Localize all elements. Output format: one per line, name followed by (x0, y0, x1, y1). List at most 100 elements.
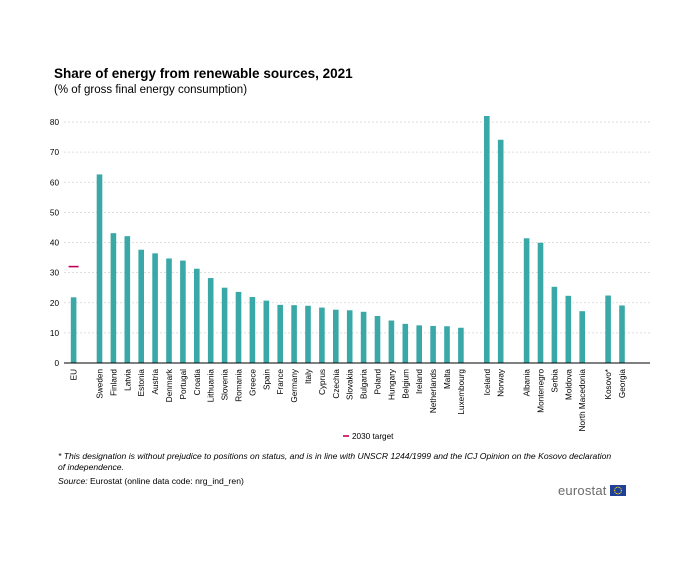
chart-subtitle: (% of gross final energy consumption) (54, 84, 248, 96)
eu-flag-icon (609, 485, 626, 496)
flag-star (614, 491, 616, 493)
chart-title: Share of energy from renewable sources, … (54, 66, 353, 81)
bar-spain (263, 300, 270, 363)
x-tick-label: Slovenia (221, 369, 230, 401)
y-tick-label: 30 (50, 269, 60, 278)
x-tick-label: Greece (248, 369, 257, 396)
bar-chart: 0 10 20 30 40 50 60 70 80 EU Sweden Finland Latvia Es… (50, 116, 650, 441)
x-tick-label: Malta (443, 369, 452, 389)
bar-moldova (565, 295, 572, 363)
bar-montenegro (537, 242, 544, 363)
flag-star (619, 488, 622, 490)
bar-malta (444, 326, 450, 363)
x-tick-label: Austria (151, 369, 160, 395)
x-tick-label: Cyprus (318, 369, 327, 395)
x-tick-label: Denmark (165, 368, 174, 402)
bar-eu (70, 297, 77, 363)
y-tick-label: 50 (50, 208, 60, 217)
y-tick-label: 70 (50, 148, 60, 157)
bar-netherlands (430, 325, 436, 363)
bar-norway (497, 139, 504, 363)
bar-denmark (166, 258, 172, 363)
bar-france (277, 304, 283, 363)
x-tick-label: North Macedonia (578, 369, 587, 432)
bar-germany (291, 305, 297, 363)
x-tick-label: France (276, 369, 285, 395)
flag-star (616, 486, 619, 488)
bar-lithuania (207, 278, 214, 363)
x-tick-label: Romania (235, 369, 244, 402)
x-tick-label: Portugal (179, 369, 188, 400)
flag-star (616, 493, 619, 495)
bar-poland (374, 316, 381, 363)
bar-albania (523, 238, 530, 363)
x-tick-label: Sweden (96, 369, 105, 399)
x-tick-label: Czechia (332, 369, 341, 399)
x-tick-label: Spain (262, 369, 271, 390)
bar-greece (249, 297, 256, 363)
y-tick-label: 0 (54, 359, 59, 368)
y-tick-label: 60 (50, 178, 60, 187)
x-tick-label: Finland (109, 369, 118, 396)
bar-sweden (96, 174, 103, 363)
bar-czechia (333, 309, 339, 363)
bar-slovakia (346, 310, 353, 363)
source-text: Eurostat (online data code: nrg_ind_ren) (87, 476, 244, 486)
y-tick-label: 80 (50, 118, 60, 127)
flag-star (619, 491, 622, 493)
bar-latvia (124, 236, 131, 363)
bar-bulgaria (360, 311, 367, 363)
flag-star (614, 488, 616, 490)
bar-north-macedonia (579, 311, 585, 363)
bar-kosovo (605, 295, 611, 363)
x-tick-label: Montenegro (537, 369, 546, 413)
x-tick-label: Hungary (387, 368, 396, 400)
bar-italy (305, 305, 311, 363)
footnote: * This designation is without prejudice … (58, 451, 612, 472)
y-tick-label: 40 (50, 239, 60, 248)
bar-cyprus (319, 307, 325, 363)
flag-star (615, 492, 617, 495)
x-tick-label: Kosovo* (604, 368, 613, 399)
x-tick-label: Croatia (193, 369, 202, 396)
x-tick-label: Italy (304, 368, 313, 384)
logo-text: eurostat (558, 483, 607, 498)
bar-ireland (416, 325, 422, 363)
x-tick-label: Iceland (483, 369, 492, 396)
x-tick-label: Estonia (137, 369, 146, 397)
legend-target-label: 2030 target (352, 432, 394, 441)
bar-luxembourg (458, 327, 464, 363)
y-tick-label: 10 (50, 329, 60, 338)
bar-hungary (388, 320, 395, 363)
x-tick-label: Moldova (564, 369, 573, 400)
x-tick-label: Georgia (618, 369, 627, 399)
x-tick-label: Poland (374, 369, 383, 395)
x-tick-label: Lithuania (207, 369, 216, 403)
flag-star (615, 486, 617, 489)
flag-star (618, 492, 620, 495)
source-label: Source: (58, 476, 88, 486)
bar-iceland (484, 116, 490, 363)
x-tick-label: EU (70, 369, 79, 380)
flag-star (613, 489, 615, 492)
bar-austria (152, 253, 158, 363)
bar-estonia (138, 249, 144, 363)
x-tick-label: Serbia (550, 369, 559, 393)
bar-serbia (551, 286, 558, 363)
x-tick-label: Latvia (123, 369, 132, 391)
x-tick-label: Slovakia (346, 369, 355, 400)
bar-romania (235, 291, 242, 363)
x-tick-label: Luxembourg (457, 369, 466, 415)
x-tick-label: Albania (523, 369, 532, 397)
bar-finland (110, 233, 117, 363)
bar-belgium (402, 323, 409, 363)
x-tick-label: Belgium (401, 369, 410, 399)
bar-slovenia (221, 287, 228, 363)
flag-star (618, 486, 620, 489)
eurostat-logo: eurostat (558, 483, 626, 498)
y-tick-label: 20 (50, 299, 60, 308)
source-line: Source: Eurostat (online data code: nrg_… (58, 476, 244, 486)
x-tick-label: Germany (290, 368, 299, 403)
bar-croatia (194, 268, 200, 363)
x-tick-label: Norway (497, 368, 506, 397)
